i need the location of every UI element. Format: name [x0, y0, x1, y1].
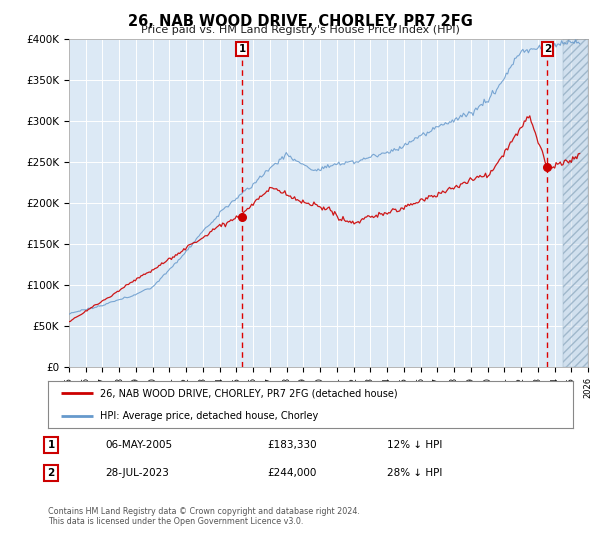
Text: 1: 1	[239, 44, 246, 54]
Text: Price paid vs. HM Land Registry's House Price Index (HPI): Price paid vs. HM Land Registry's House …	[140, 25, 460, 35]
Text: 26, NAB WOOD DRIVE, CHORLEY, PR7 2FG: 26, NAB WOOD DRIVE, CHORLEY, PR7 2FG	[128, 14, 472, 29]
Text: 28% ↓ HPI: 28% ↓ HPI	[387, 468, 442, 478]
Text: £244,000: £244,000	[267, 468, 316, 478]
Text: 06-MAY-2005: 06-MAY-2005	[105, 440, 172, 450]
Text: 12% ↓ HPI: 12% ↓ HPI	[387, 440, 442, 450]
Text: £183,330: £183,330	[267, 440, 317, 450]
Bar	[563, 39, 588, 367]
Bar	[563, 39, 588, 367]
Text: 28-JUL-2023: 28-JUL-2023	[105, 468, 169, 478]
Text: 2: 2	[544, 44, 551, 54]
Text: 1: 1	[47, 440, 55, 450]
Text: HPI: Average price, detached house, Chorley: HPI: Average price, detached house, Chor…	[101, 411, 319, 421]
Text: 26, NAB WOOD DRIVE, CHORLEY, PR7 2FG (detached house): 26, NAB WOOD DRIVE, CHORLEY, PR7 2FG (de…	[101, 388, 398, 398]
Text: 2: 2	[47, 468, 55, 478]
Text: Contains HM Land Registry data © Crown copyright and database right 2024.
This d: Contains HM Land Registry data © Crown c…	[48, 507, 360, 526]
